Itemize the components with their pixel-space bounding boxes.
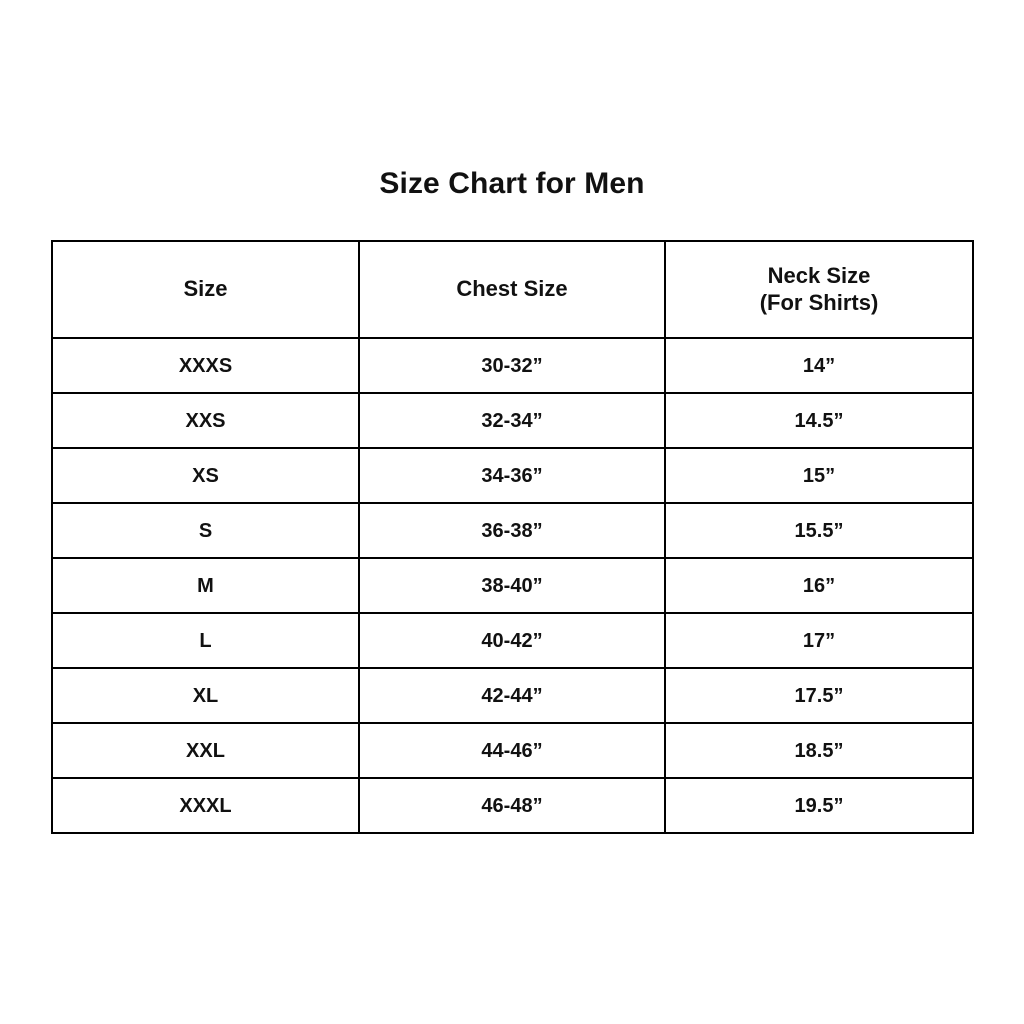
cell-neck-size: 14.5” [664,392,974,449]
table-row: XXXS 30-32” 14” [51,337,974,394]
cell-chest-size: 42-44” [358,667,666,724]
table-header-row: Size Chest Size Neck Size (For Shirts) [51,240,974,339]
mens-size-chart-table: Size Chest Size Neck Size (For Shirts) X… [51,240,974,834]
cell-size: XXXL [51,777,360,834]
cell-size: XS [51,447,360,504]
cell-chest-size: 30-32” [358,337,666,394]
table-row: XXS 32-34” 14.5” [51,392,974,449]
cell-size: S [51,502,360,559]
table-row: XXXL 46-48” 19.5” [51,777,974,834]
table-row: S 36-38” 15.5” [51,502,974,559]
cell-size: XL [51,667,360,724]
cell-neck-size: 19.5” [664,777,974,834]
cell-size: XXXS [51,337,360,394]
cell-chest-size: 46-48” [358,777,666,834]
column-header-neck-size-line1: Neck Size [767,262,871,288]
cell-neck-size: 17” [664,612,974,669]
cell-neck-size: 14” [664,337,974,394]
cell-size: L [51,612,360,669]
cell-chest-size: 34-36” [358,447,666,504]
table-row: M 38-40” 16” [51,557,974,614]
column-header-neck-size: Neck Size (For Shirts) [664,240,974,339]
cell-neck-size: 16” [664,557,974,614]
page-title: Size Chart for Men [379,167,645,200]
column-header-size: Size [51,240,360,339]
cell-neck-size: 15” [664,447,974,504]
column-header-neck-size-line2: (For Shirts) [759,289,879,315]
table-row: XL 42-44” 17.5” [51,667,974,724]
size-chart-container: Size Chest Size Neck Size (For Shirts) X… [51,240,974,834]
table-header: Size Chest Size Neck Size (For Shirts) [51,240,974,339]
cell-chest-size: 44-46” [358,722,666,779]
column-header-chest-size: Chest Size [358,240,666,339]
cell-size: XXS [51,392,360,449]
table-body: XXXS 30-32” 14” XXS 32-34” 14.5” XS 34-36” 15” S 3… [51,337,974,834]
cell-chest-size: 32-34” [358,392,666,449]
cell-neck-size: 15.5” [664,502,974,559]
table-row: XS 34-36” 15” [51,447,974,504]
cell-neck-size: 17.5” [664,667,974,724]
cell-chest-size: 40-42” [358,612,666,669]
cell-chest-size: 38-40” [358,557,666,614]
cell-neck-size: 18.5” [664,722,974,779]
cell-size: M [51,557,360,614]
cell-size: XXL [51,722,360,779]
cell-chest-size: 36-38” [358,502,666,559]
table-row: XXL 44-46” 18.5” [51,722,974,779]
table-row: L 40-42” 17” [51,612,974,669]
